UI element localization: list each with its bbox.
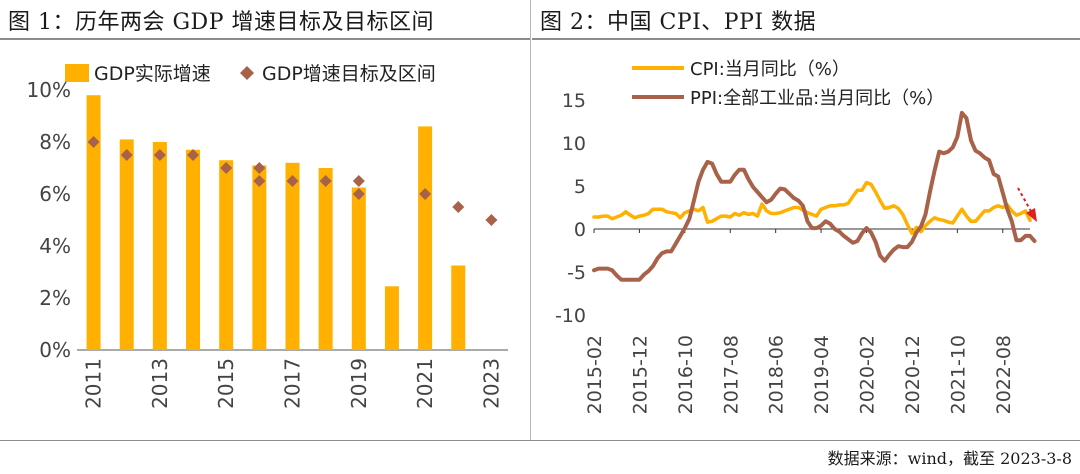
gdp-bar (252, 165, 267, 350)
gdp-bar (418, 126, 433, 351)
gdp-target-marker (452, 201, 465, 213)
trend-arrow-shaft (1017, 187, 1033, 214)
gdp-bar (285, 162, 300, 350)
y-tick-label: 10 (562, 133, 586, 155)
x-tick-label: 2017 (281, 358, 305, 409)
title-rule (532, 38, 1080, 40)
cpi-ppi-chart: CPI:当月同比（%） PPI:全部工业品:当月同比（%） -10 -5 0 5 10 15 2… (555, 59, 1037, 414)
gdp-chart-panel: 图 1：历年两会 GDP 增速目标及目标区间 GDP实际增速 GDP增速目标及区间… (0, 0, 530, 440)
cpi-ppi-chart-panel: 图 2：中国 CPI、PPI 数据 CPI:当月同比（%） PPI:全部工业品:当… (532, 0, 1080, 440)
y-tick-label: 0% (39, 338, 71, 362)
gdp-target-marker (319, 175, 332, 187)
gdp-bar (351, 187, 366, 350)
legend-label-ppi: PPI:全部工业品:当月同比（%） (690, 88, 944, 109)
x-tick-label: 2021-10 (947, 335, 969, 414)
gdp-target-marker (220, 162, 233, 174)
y-tick-label: -10 (555, 305, 586, 327)
gdp-bar (318, 168, 333, 350)
x-tick-label: 2015-02 (584, 335, 606, 414)
x-tick-label: 2020-02 (857, 335, 879, 414)
y-tick-label: 15 (562, 90, 586, 112)
y-tick-label: 2% (39, 286, 71, 310)
title-rule (0, 38, 530, 40)
y-tick-label: 10% (27, 78, 71, 102)
gdp-target-marker (253, 175, 266, 187)
x-tick-label: 2011 (82, 358, 106, 409)
bottom-rule (0, 440, 1080, 441)
y-tick-label: 0 (574, 219, 586, 241)
legend-label-gdp-target: GDP增速目标及区间 (262, 63, 436, 85)
x-tick-label: 2023 (479, 358, 503, 409)
gdp-chart-title: 图 1：历年两会 GDP 增速目标及目标区间 (8, 10, 434, 35)
gdp-bar (186, 149, 201, 350)
x-tick-label: 2021 (413, 358, 437, 409)
ppi-line (592, 110, 1037, 282)
legend-swatch-gdp-actual (65, 64, 89, 82)
y-tick-label: 8% (39, 130, 71, 154)
y-tick-label: 5 (574, 176, 586, 198)
x-tick-label: 2015 (214, 358, 238, 409)
gdp-target-marker (352, 175, 365, 187)
gdp-target-marker (153, 149, 166, 161)
panel-divider (530, 0, 531, 440)
gdp-target-marker (352, 188, 365, 200)
x-tick-label: 2019 (347, 358, 371, 409)
gdp-bar (119, 139, 134, 350)
gdp-target-marker (419, 188, 432, 200)
legend-label-gdp-actual: GDP实际增速 (94, 63, 211, 85)
gdp-target-marker (87, 136, 100, 148)
gdp-bar (219, 160, 234, 350)
gdp-bar (152, 142, 167, 350)
x-tick-label: 2015-12 (629, 335, 651, 414)
gdp-bar (451, 265, 466, 350)
y-tick-label: -5 (567, 262, 586, 284)
y-tick-label: 6% (39, 182, 71, 206)
data-source-note: 数据来源：wind，截至 2023-3-8 (827, 449, 1072, 468)
cpi-line (592, 180, 1032, 236)
x-tick-label: 2018-06 (766, 335, 788, 414)
cpi-ppi-chart-title: 图 2：中国 CPI、PPI 数据 (540, 10, 817, 35)
x-tick-label: 2020-12 (902, 335, 924, 414)
gdp-target-marker (286, 175, 299, 187)
trend-arrow-head (1026, 208, 1037, 222)
gdp-target-marker (253, 162, 266, 174)
x-tick-label: 2013 (148, 358, 172, 409)
gdp-bar (384, 286, 399, 350)
x-tick-label: 2016-10 (675, 335, 697, 414)
gdp-target-marker (120, 149, 133, 161)
x-tick-label: 2022-08 (993, 335, 1015, 414)
legend-marker-gdp-target (240, 66, 254, 80)
x-tick-label: 2019-04 (811, 335, 833, 414)
gdp-target-marker (187, 149, 200, 161)
gdp-target-marker (485, 214, 498, 226)
y-tick-label: 4% (39, 234, 71, 258)
gdp-bar (86, 95, 101, 350)
legend-label-cpi: CPI:当月同比（%） (690, 59, 850, 80)
gdp-chart: GDP实际增速 GDP增速目标及区间 0% 2% 4% 6% 8% 10% 2011 2013 20… (27, 63, 508, 409)
x-tick-label: 2017-08 (720, 335, 742, 414)
